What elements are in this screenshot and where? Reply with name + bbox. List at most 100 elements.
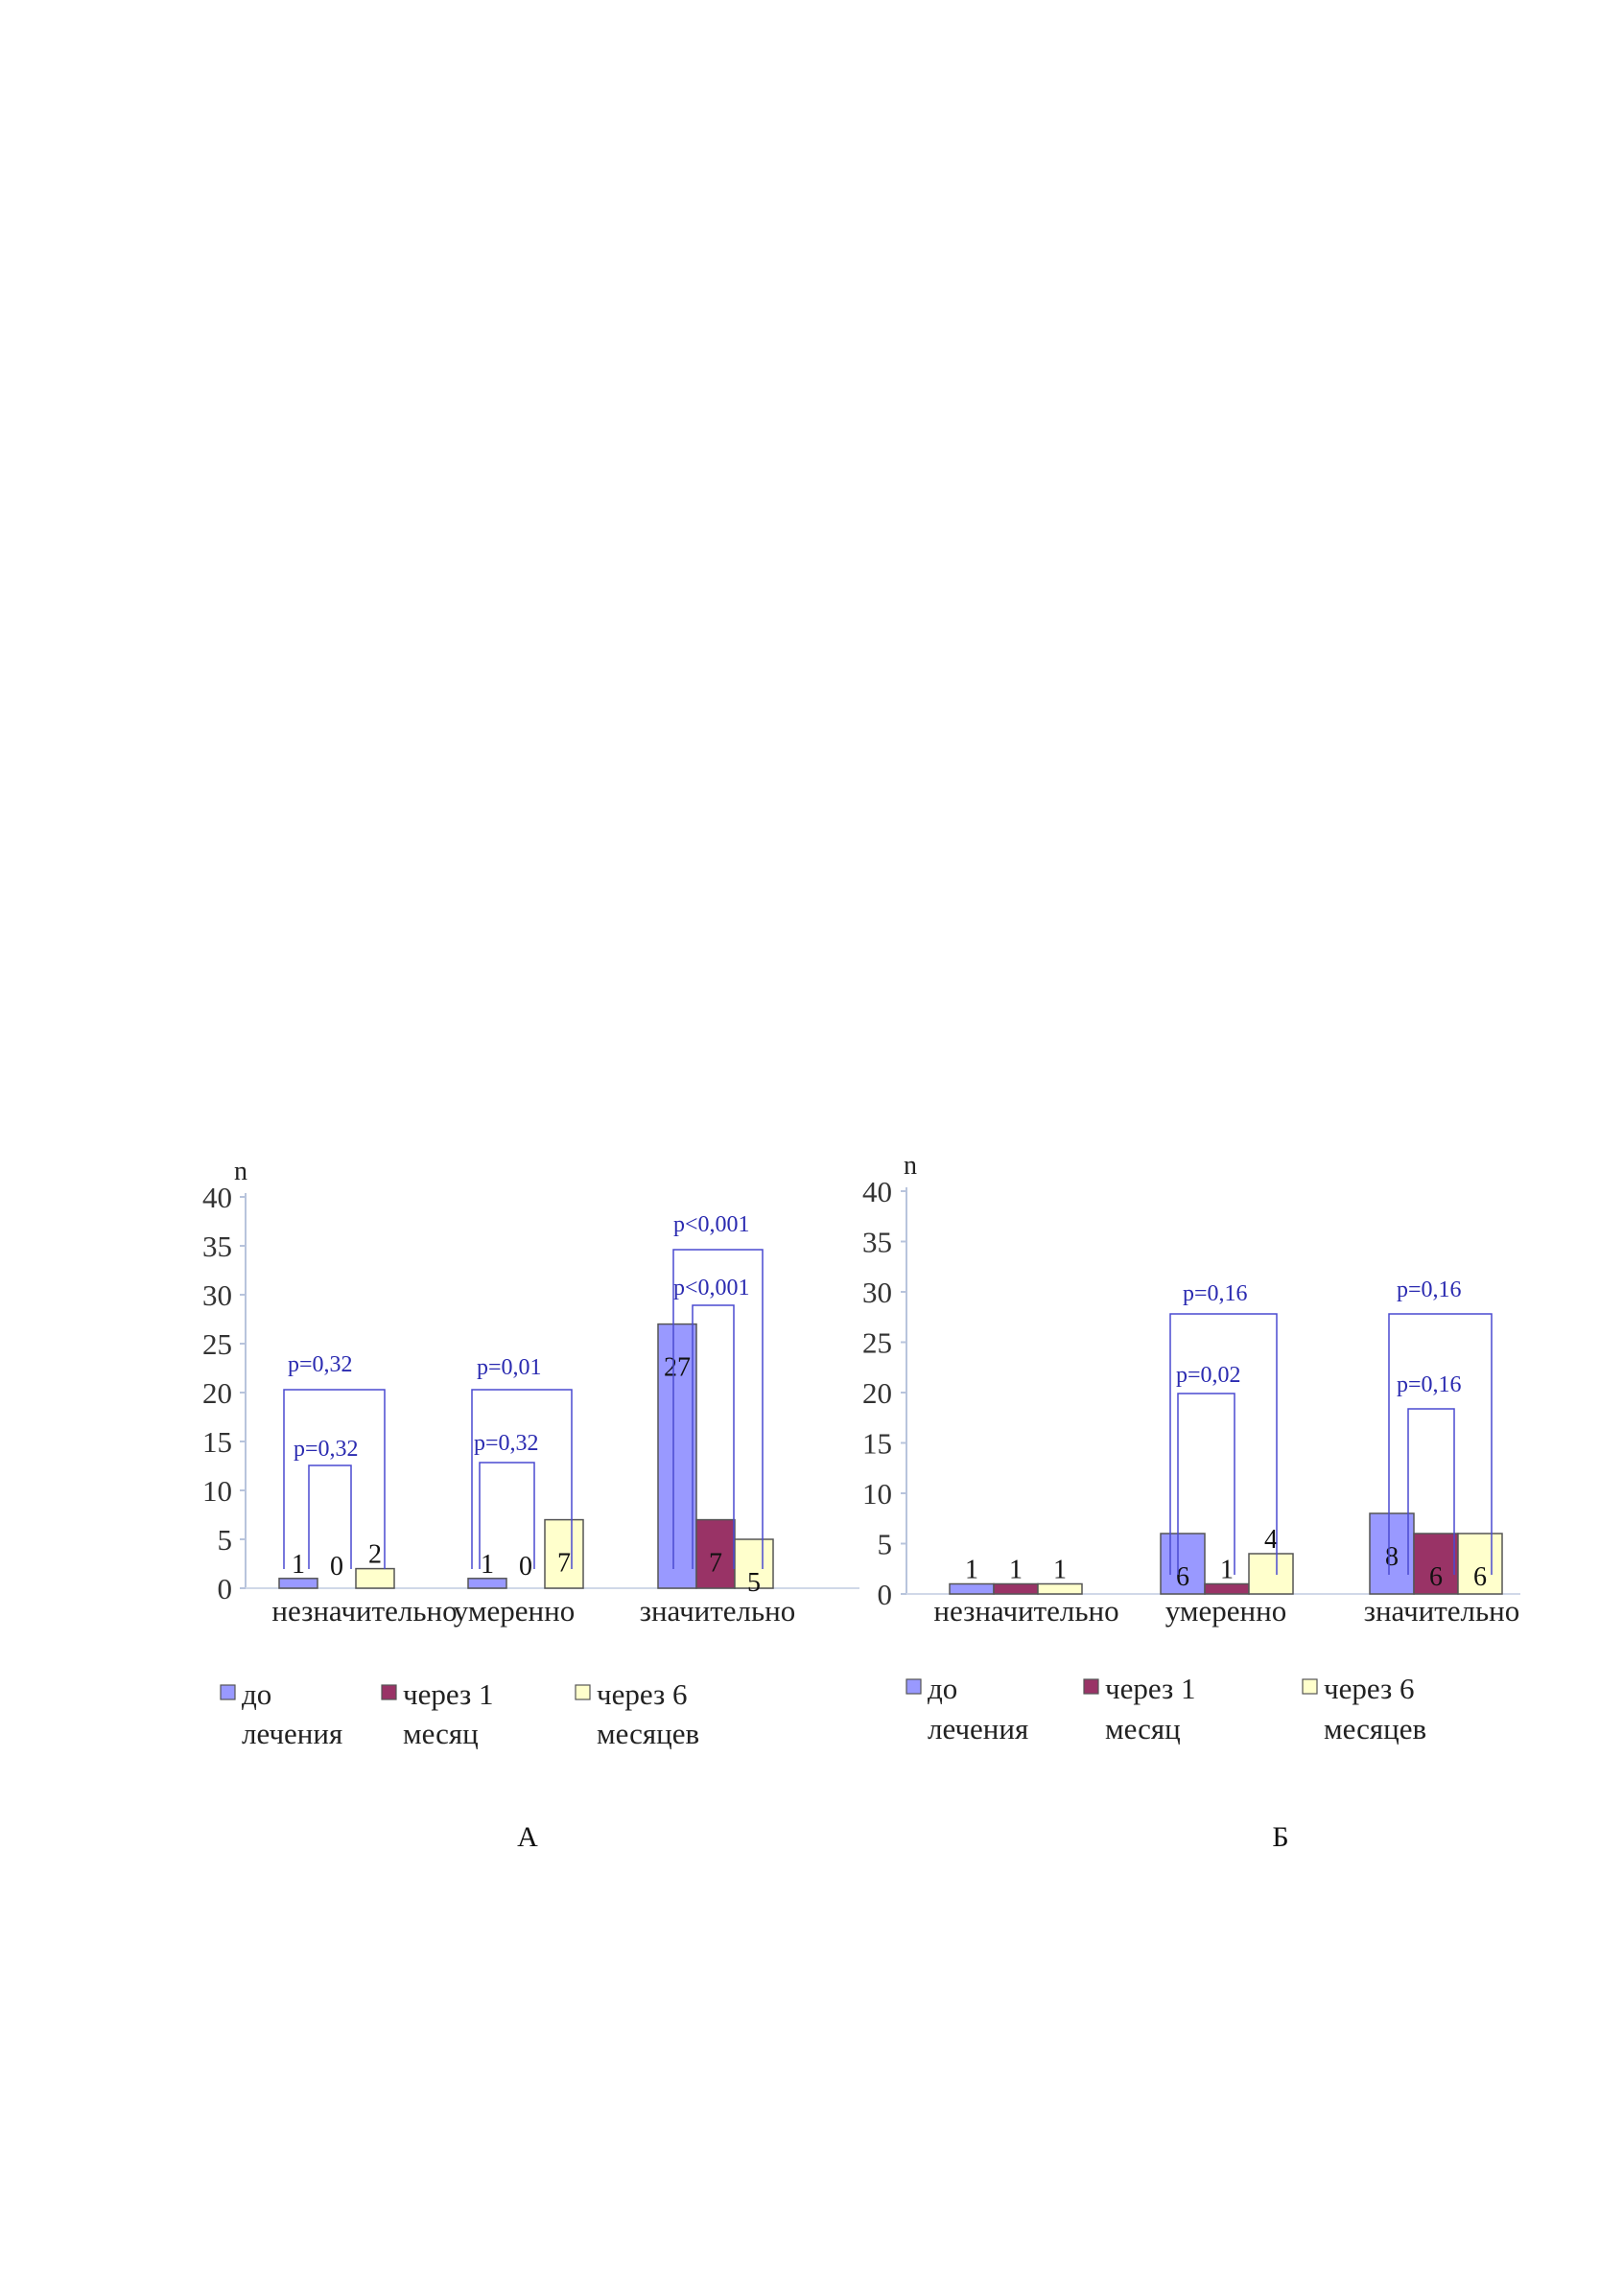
bar [1204,1582,1250,1595]
p-value-label-inner: p=0,16 [1397,1372,1462,1397]
p-value-label-inner: p=0,32 [294,1437,359,1462]
bar [1457,1533,1503,1595]
x-category-label: умеренно [1165,1594,1286,1628]
legend-label-line2: месяцев [1324,1712,1426,1745]
legend-label-line1: через 6 [1324,1672,1414,1705]
bar-value-label: 1 [1220,1556,1234,1585]
bar [355,1567,395,1589]
significance-bracket-outer [283,1389,386,1569]
p-value-label-outer: p<0,001 [673,1212,750,1237]
p-value-label-outer: p=0,01 [477,1355,542,1380]
legend-label-line2: лечения [242,1717,342,1750]
bar [1037,1582,1083,1595]
bar [734,1538,774,1589]
bar [1248,1553,1294,1595]
y-axis-label: n [904,1151,917,1181]
bar-value-label: 1 [481,1550,494,1580]
bar-value-label: 2 [368,1540,382,1570]
bar-value-label: 8 [1385,1542,1399,1572]
bar-value-label: 0 [519,1552,532,1581]
legend-swatch [575,1684,591,1700]
bar-value-label: 5 [747,1568,761,1598]
legend-label-line1: через 1 [403,1677,493,1711]
bar-value-label: 6 [1176,1562,1189,1592]
y-tick-label: 30 [202,1278,232,1312]
legend-swatch [220,1684,236,1700]
y-tick-label: 10 [862,1477,892,1511]
x-category-label: незначительно [933,1594,1118,1628]
y-tick-label: 25 [862,1326,892,1360]
bar-value-label: 4 [1264,1525,1278,1555]
legend-swatch [1302,1678,1318,1695]
panel-label: Б [1272,1821,1288,1853]
p-value-label-inner: p=0,32 [474,1431,539,1456]
y-tick-label: 0 [218,1572,233,1605]
significance-bracket-inner [692,1304,735,1569]
bar [544,1518,584,1589]
y-tick-label: 20 [202,1376,232,1410]
p-value-label-outer: p=0,16 [1397,1277,1462,1302]
bar [1160,1533,1206,1595]
p-value-label-outer: p=0,16 [1183,1281,1248,1306]
p-value-label-outer: p=0,32 [288,1352,353,1377]
y-tick-label: 10 [202,1474,232,1508]
legend-swatch [906,1678,922,1695]
legend-label-line2: месяц [1105,1712,1181,1745]
panel-label: А [517,1821,538,1853]
x-category-label: умеренно [454,1594,575,1628]
bar-value-label: 27 [664,1353,691,1383]
bar-value-label: 1 [965,1556,978,1585]
y-tick-label: 15 [202,1425,232,1459]
bar [1369,1512,1415,1595]
bar-value-label: 1 [292,1550,305,1580]
bar [949,1582,995,1595]
significance-bracket-inner [479,1462,535,1569]
legend-label-line2: лечения [928,1712,1028,1745]
y-tick-label: 35 [862,1226,892,1259]
legend-label-line1: через 1 [1105,1672,1195,1705]
significance-bracket-outer [672,1249,764,1569]
legend-label-line1: до [928,1672,957,1705]
x-category-label: незначительно [271,1594,457,1628]
bar-value-label: 1 [1009,1556,1023,1585]
y-tick-label: 15 [862,1427,892,1461]
y-tick-label: 35 [202,1230,232,1263]
bar-value-label: 6 [1429,1562,1443,1592]
legend-label-line1: до [242,1677,271,1711]
x-category-label: значительно [1364,1594,1520,1628]
bar [993,1582,1039,1595]
legend-swatch [1083,1678,1099,1695]
p-value-label-inner: p=0,02 [1176,1363,1241,1388]
y-tick-label: 0 [878,1578,893,1611]
bar-value-label: 7 [557,1549,571,1579]
bar-value-label: 1 [1053,1556,1067,1585]
y-tick-label: 40 [862,1175,892,1208]
p-value-label-inner: p<0,001 [673,1276,750,1300]
y-tick-label: 20 [862,1376,892,1410]
y-axis-label: n [234,1157,247,1186]
significance-bracket-outer [1388,1313,1493,1575]
x-category-label: значительно [640,1594,796,1628]
bar-value-label: 7 [709,1549,722,1579]
bar [1413,1533,1459,1595]
significance-bracket-inner [308,1464,352,1569]
legend-label-line1: через 6 [597,1677,687,1711]
bar [657,1323,697,1589]
legend-label-line2: месяц [403,1717,479,1750]
legend-label-line2: месяцев [597,1717,699,1750]
y-tick-label: 5 [878,1528,893,1561]
significance-bracket-outer [471,1389,573,1569]
significance-bracket-inner [1177,1393,1235,1575]
significance-bracket-outer [1169,1313,1278,1575]
y-tick-label: 40 [202,1181,232,1214]
bar-value-label: 6 [1473,1562,1487,1592]
significance-bracket-inner [1407,1408,1455,1575]
bar [467,1578,507,1589]
y-tick-label: 25 [202,1327,232,1361]
y-tick-label: 30 [862,1276,892,1309]
bar [278,1578,318,1589]
chart-panel-b: n 0 5 10 15 20 25 30 35 40 1 1 1 незначительно 6 1 4 умер… [862,1151,1520,1853]
bar-value-label: 0 [330,1552,343,1581]
